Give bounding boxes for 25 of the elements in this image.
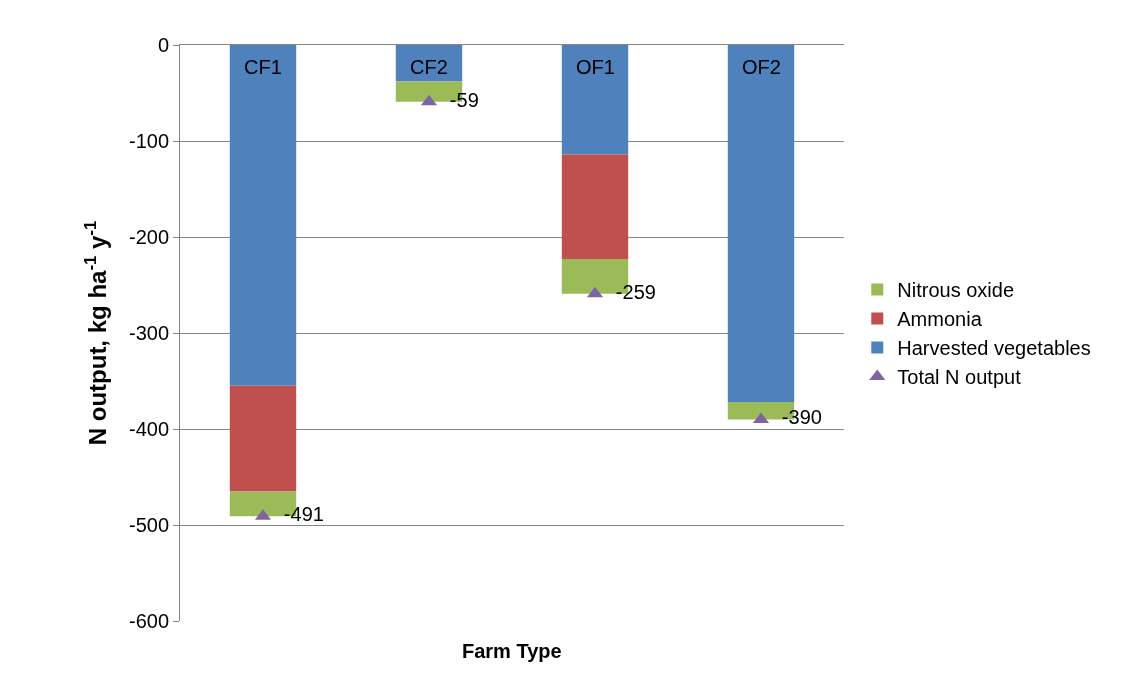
y-tick-label: -500 <box>128 514 169 536</box>
data-label: -59 <box>438 88 479 111</box>
x-tick-label: CF1 <box>244 56 282 78</box>
bar <box>229 45 297 386</box>
y-tick-label: -400 <box>128 418 169 440</box>
y-tick-label: -300 <box>128 322 169 344</box>
bar <box>229 385 297 492</box>
data-label: -390 <box>770 406 822 429</box>
data-label: -259 <box>604 280 656 303</box>
y-tick-label: -100 <box>128 130 169 152</box>
legend-label: Harvested vegetables <box>897 337 1091 360</box>
x-axis-title: Farm Type <box>462 640 562 662</box>
bar <box>561 45 629 155</box>
x-tick-label: OF1 <box>576 56 615 78</box>
bar <box>727 45 795 403</box>
x-tick-label: OF2 <box>742 56 781 78</box>
x-tick-label: CF2 <box>410 56 448 78</box>
bar <box>561 154 629 260</box>
y-tick-label: -600 <box>128 610 169 632</box>
legend-label: Ammonia <box>897 308 983 331</box>
legend-label: Total N output <box>897 366 1022 389</box>
y-tick-label: 0 <box>157 34 169 56</box>
data-label: -491 <box>272 503 324 526</box>
legend-label: Nitrous oxide <box>897 279 1014 302</box>
y-tick-label: -200 <box>128 226 169 248</box>
